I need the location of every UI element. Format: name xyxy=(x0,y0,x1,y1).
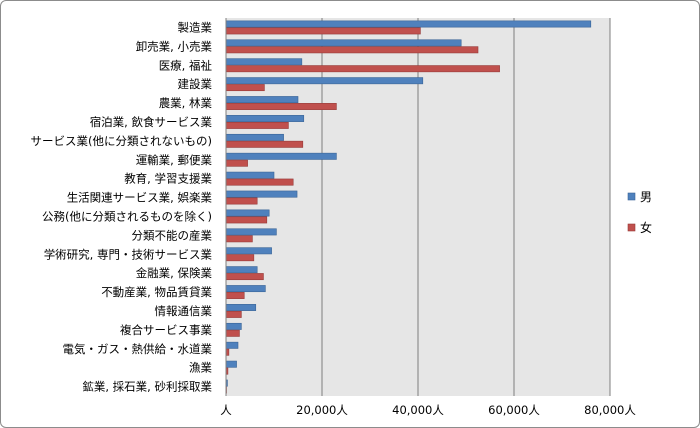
bar-female xyxy=(225,65,500,73)
category-label: 分類不能の産業 xyxy=(132,228,213,242)
category-label: 建設業 xyxy=(178,77,213,91)
category-label: 金融業, 保険業 xyxy=(136,266,213,280)
bar-female xyxy=(225,273,264,281)
x-tick-label: 20,000人 xyxy=(296,403,348,417)
bar-male xyxy=(225,190,298,198)
category-label: 複合サービス事業 xyxy=(120,323,212,337)
x-tick-label: 80,000人 xyxy=(584,403,636,417)
bar-male xyxy=(225,77,424,85)
category-label: 学術研究, 専門・技術サービス業 xyxy=(44,247,213,261)
x-tick-label: 40,000人 xyxy=(392,403,444,417)
bar-female xyxy=(225,292,245,299)
bar-female xyxy=(225,216,268,224)
bar-male xyxy=(225,247,272,255)
bar-male xyxy=(225,209,270,217)
category-label: 運輸業, 郵便業 xyxy=(136,153,213,167)
category-label: 漁業 xyxy=(189,361,212,375)
category-label: 鉱業, 採石業, 砂利採取業 xyxy=(82,380,212,394)
bar-female xyxy=(225,121,289,129)
legend-swatch xyxy=(627,192,636,201)
legend: 男女 xyxy=(627,190,652,235)
bar-male xyxy=(225,266,258,274)
bar-female xyxy=(225,197,258,205)
bar-male xyxy=(225,171,275,179)
bar-female xyxy=(225,84,265,92)
legend-label: 男 xyxy=(640,190,652,204)
bar-male xyxy=(225,39,462,47)
bar-male xyxy=(225,360,237,368)
bar-male xyxy=(225,152,337,160)
bars xyxy=(225,20,592,394)
bar-female xyxy=(225,235,253,243)
category-label: 医療, 福祉 xyxy=(159,58,213,72)
category-label: 公務(他に分類されるものを除く) xyxy=(42,209,212,223)
bar-female xyxy=(225,329,240,337)
bar-female xyxy=(225,310,242,318)
bar-male xyxy=(225,115,305,122)
bar-male xyxy=(225,322,242,330)
category-label: 宿泊業, 飲食サービス業 xyxy=(90,115,213,129)
bar-female xyxy=(225,254,255,262)
category-label: サービス業(他に分類されないもの) xyxy=(31,134,212,148)
category-label: 情報通信業 xyxy=(155,304,213,318)
legend-swatch xyxy=(627,223,636,232)
category-label: 製造業 xyxy=(178,20,213,34)
category-label: 教育, 学習支援業 xyxy=(124,172,212,186)
bar-male xyxy=(225,228,277,236)
bar-female xyxy=(225,159,248,167)
bar-male xyxy=(225,133,284,141)
category-label: 卸売業, 小売業 xyxy=(136,39,213,53)
category-label: 不動産業, 物品賃貸業 xyxy=(101,285,212,299)
bar-male xyxy=(225,20,592,28)
bar-male xyxy=(225,285,266,293)
bar-male xyxy=(225,341,239,349)
bar-male xyxy=(225,58,303,66)
x-tick-labels: 人 20,000人 40,000人 60,000人 80,000人 xyxy=(220,403,636,417)
bar-female xyxy=(225,46,479,54)
bar-male xyxy=(225,96,299,104)
bar-female xyxy=(225,178,294,186)
bar-male xyxy=(225,304,257,311)
x-tick-label: 人 xyxy=(220,403,232,417)
category-label: 農業, 林業 xyxy=(159,96,213,110)
legend-label: 女 xyxy=(640,220,652,235)
bar-female xyxy=(225,27,421,35)
bar-female xyxy=(225,103,337,110)
category-label: 電気・ガス・熱供給・水道業 xyxy=(63,342,213,356)
bar-female xyxy=(225,140,304,148)
x-tick-label: 60,000人 xyxy=(488,403,540,417)
category-label: 生活関連サービス業, 娯楽業 xyxy=(67,191,213,205)
